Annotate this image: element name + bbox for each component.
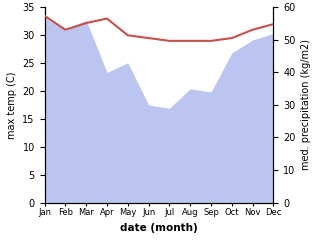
X-axis label: date (month): date (month): [120, 223, 198, 233]
Y-axis label: max temp (C): max temp (C): [7, 71, 17, 139]
Y-axis label: med. precipitation (kg/m2): med. precipitation (kg/m2): [301, 40, 311, 170]
